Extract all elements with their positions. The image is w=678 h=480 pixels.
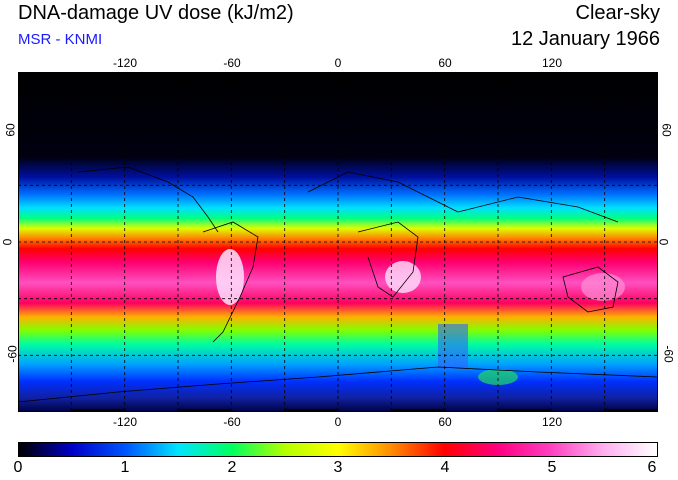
coastlines (18, 166, 658, 403)
map-title: DNA-damage UV dose (kJ/m2) (18, 2, 294, 24)
lat-tick-left: -60 (5, 345, 20, 363)
colorbar-label: 3 (333, 459, 343, 476)
source-label: MSR - KNMI (18, 31, 103, 48)
coastline-antarctica (18, 366, 658, 403)
coastline-africa (357, 221, 419, 298)
lon-tick-bottom: 120 (541, 415, 563, 429)
coastline-australia (562, 266, 619, 313)
lon-tick-bottom: 0 (334, 415, 342, 429)
ocean-patch (438, 324, 468, 369)
graticule (18, 72, 658, 412)
lat-tick-left: 60 (3, 123, 18, 137)
lon-tick-bottom: -120 (112, 415, 138, 429)
lon-tick-top: 60 (438, 56, 452, 70)
coastline-asia (457, 196, 619, 223)
lon-tick-top: 120 (541, 56, 563, 70)
colorbar-label: 6 (647, 459, 657, 476)
colorbar-label: 4 (440, 459, 450, 476)
sky-condition: Clear-sky (575, 2, 660, 24)
colorbar-label: 1 (120, 459, 130, 476)
map-canvas (18, 72, 658, 412)
colorbar-label: 2 (227, 459, 237, 476)
coastline-south-america (202, 221, 259, 343)
colorbar-label: 5 (547, 459, 557, 476)
high-dose-patch-australia (581, 273, 625, 301)
high-dose-patch-south-america (216, 249, 244, 305)
antarctic-patch (478, 369, 518, 385)
lat-tick-right: -60 (661, 345, 676, 363)
colorbar (18, 442, 658, 457)
map-frame (18, 72, 658, 412)
lat-tick-left: 0 (0, 238, 15, 246)
lon-tick-bottom: -60 (223, 415, 241, 429)
lat-tick-right: 60 (659, 123, 674, 137)
colorbar-label: 0 (13, 459, 23, 476)
lon-tick-top: -60 (223, 56, 241, 70)
lat-tick-right: 0 (656, 238, 671, 246)
high-dose-patch-africa (385, 261, 421, 293)
lon-tick-bottom: 60 (438, 415, 452, 429)
map-date: 12 January 1966 (510, 28, 660, 50)
coastline-north-america (77, 166, 219, 233)
lon-tick-top: 0 (334, 56, 342, 70)
uv-dose-map (18, 72, 658, 412)
lon-tick-top: -120 (112, 56, 138, 70)
